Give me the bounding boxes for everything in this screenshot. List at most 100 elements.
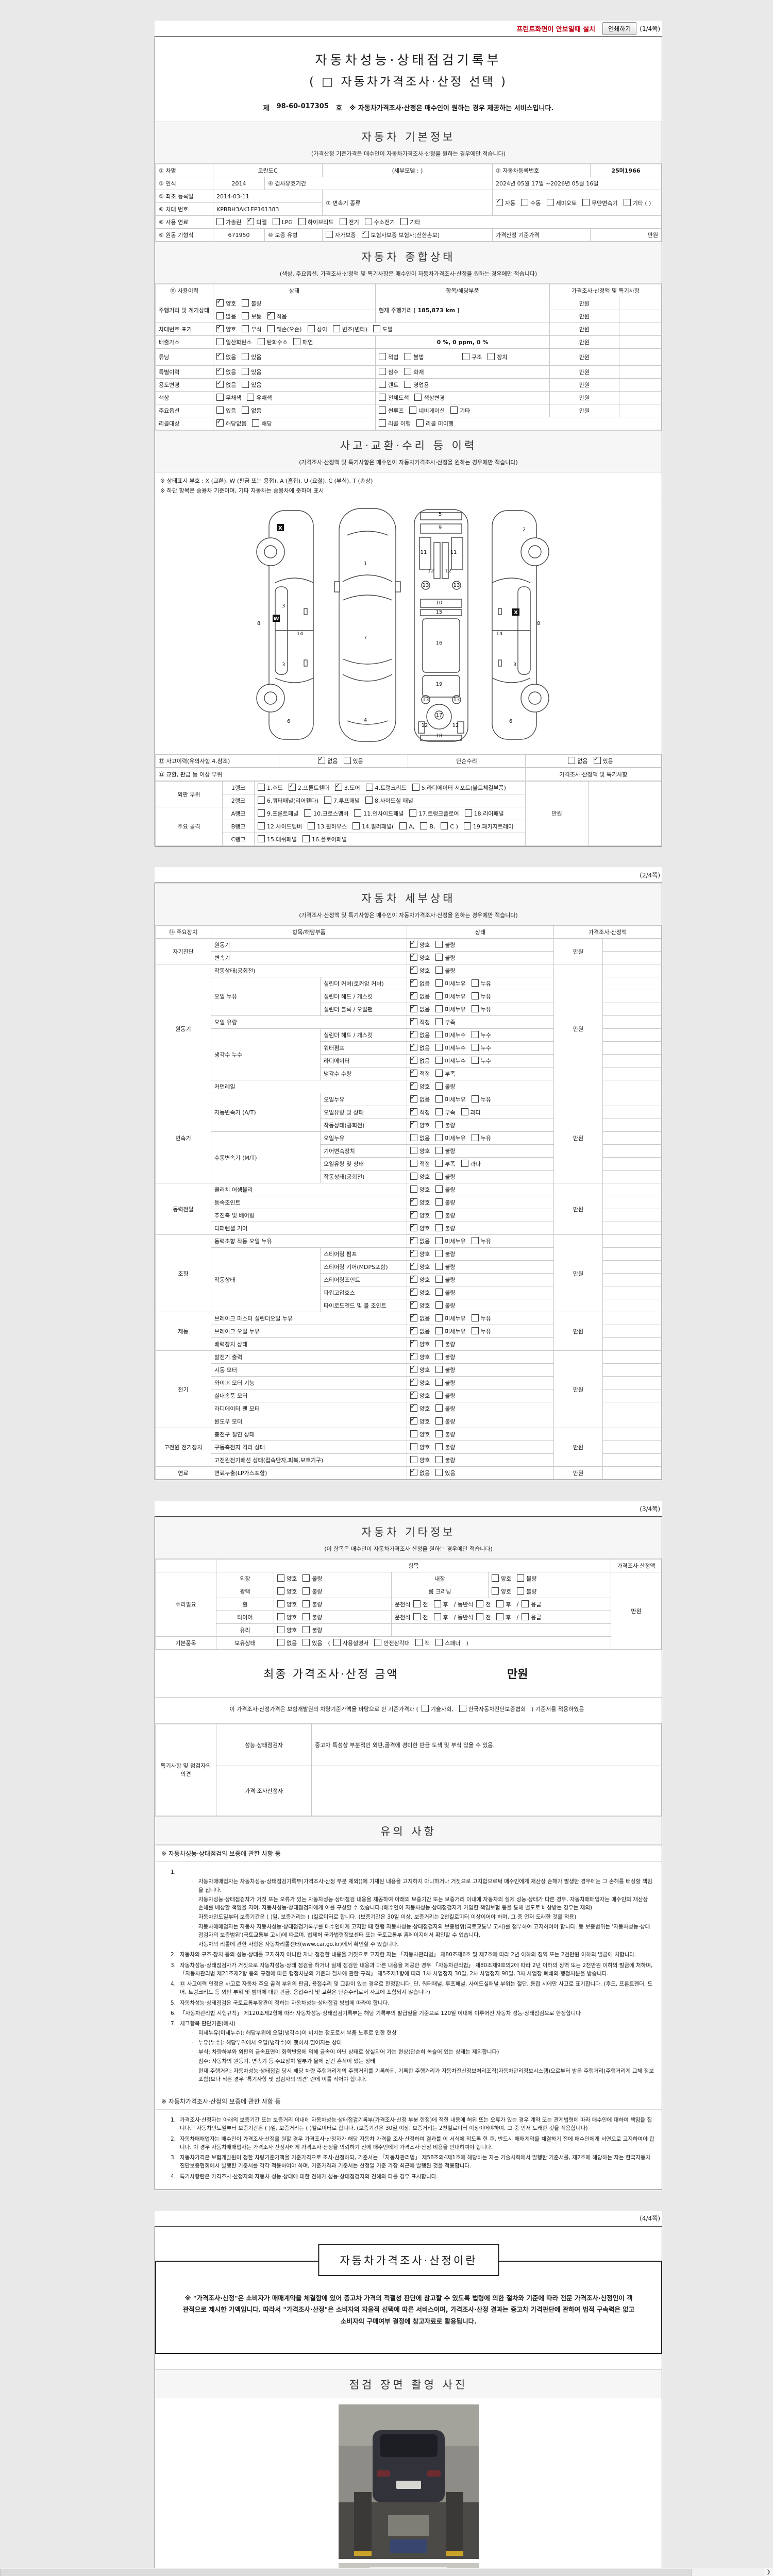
checkbox[interactable] xyxy=(463,822,471,830)
checkbox[interactable] xyxy=(343,757,351,765)
checkbox[interactable] xyxy=(307,325,315,332)
checkbox[interactable] xyxy=(410,1364,417,1374)
checkbox[interactable] xyxy=(302,835,310,843)
checkbox[interactable] xyxy=(435,1366,443,1374)
checkbox[interactable] xyxy=(379,368,386,375)
checkbox[interactable] xyxy=(242,381,249,388)
checkbox[interactable] xyxy=(435,1147,443,1155)
checkbox[interactable] xyxy=(435,941,443,948)
checkbox[interactable] xyxy=(404,353,412,360)
checkbox[interactable] xyxy=(242,406,249,414)
checkbox[interactable] xyxy=(410,1210,417,1219)
checkbox[interactable] xyxy=(496,197,503,206)
checkbox[interactable] xyxy=(435,1057,443,1064)
checkbox[interactable] xyxy=(303,1587,310,1595)
checkbox[interactable] xyxy=(352,822,360,830)
checkbox[interactable] xyxy=(324,796,332,804)
checkbox[interactable] xyxy=(410,1287,417,1296)
checkbox[interactable] xyxy=(433,1600,441,1608)
checkbox[interactable] xyxy=(410,1173,417,1180)
checkbox[interactable] xyxy=(492,1574,499,1582)
checkbox[interactable] xyxy=(410,1147,417,1155)
checkbox[interactable] xyxy=(410,1055,417,1064)
checkbox[interactable] xyxy=(216,351,224,360)
checkbox[interactable] xyxy=(293,338,301,345)
checkbox[interactable] xyxy=(568,757,576,765)
checkbox[interactable] xyxy=(216,338,224,345)
checkbox[interactable] xyxy=(404,381,412,388)
checkbox[interactable] xyxy=(435,1353,443,1361)
checkbox[interactable] xyxy=(379,353,386,360)
checkbox[interactable] xyxy=(410,1430,417,1438)
checkbox[interactable] xyxy=(471,992,479,1000)
scroll-right-arrow-icon[interactable]: ❯ xyxy=(764,2568,773,2576)
checkbox[interactable] xyxy=(421,1705,429,1713)
checkbox[interactable] xyxy=(410,1107,417,1116)
checkbox[interactable] xyxy=(247,394,255,401)
checkbox[interactable] xyxy=(247,216,255,225)
checkbox[interactable] xyxy=(435,1469,443,1477)
print-button[interactable]: 인쇄하기 xyxy=(602,22,637,35)
checkbox[interactable] xyxy=(379,419,386,427)
checkbox[interactable] xyxy=(333,1639,341,1647)
checkbox[interactable] xyxy=(471,1005,479,1013)
checkbox[interactable] xyxy=(399,822,407,830)
checkbox[interactable] xyxy=(258,796,265,804)
checkbox[interactable] xyxy=(277,1626,284,1634)
checkbox[interactable] xyxy=(277,1600,284,1608)
checkbox[interactable] xyxy=(318,755,326,765)
checkbox[interactable] xyxy=(409,809,417,817)
checkbox[interactable] xyxy=(435,992,443,1000)
checkbox[interactable] xyxy=(435,1237,443,1245)
checkbox[interactable] xyxy=(415,1639,423,1647)
checkbox[interactable] xyxy=(410,1081,417,1090)
checkbox[interactable] xyxy=(410,1094,417,1103)
scrollbar-thumb[interactable] xyxy=(0,2569,692,2576)
checkbox[interactable] xyxy=(410,1197,417,1206)
checkbox[interactable] xyxy=(435,1082,443,1090)
checkbox[interactable] xyxy=(414,394,422,401)
checkbox[interactable] xyxy=(258,835,265,843)
checkbox[interactable] xyxy=(216,366,224,375)
checkbox[interactable] xyxy=(435,1456,443,1464)
checkbox[interactable] xyxy=(522,1613,529,1621)
horizontal-scrollbar[interactable]: ❯ xyxy=(0,2568,773,2576)
checkbox[interactable] xyxy=(410,1338,417,1348)
checkbox[interactable] xyxy=(410,1313,417,1322)
checkbox[interactable] xyxy=(242,368,249,375)
checkbox[interactable] xyxy=(216,406,224,414)
checkbox[interactable] xyxy=(420,822,428,830)
checkbox[interactable] xyxy=(435,1340,443,1348)
checkbox[interactable] xyxy=(410,1261,417,1270)
checkbox[interactable] xyxy=(476,1613,484,1621)
checkbox[interactable] xyxy=(277,1574,284,1582)
checkbox[interactable] xyxy=(410,1403,417,1412)
checkbox[interactable] xyxy=(435,1639,443,1647)
checkbox[interactable] xyxy=(435,1005,443,1013)
checkbox[interactable] xyxy=(410,1185,417,1193)
checkbox[interactable] xyxy=(410,1326,417,1335)
checkbox[interactable] xyxy=(546,198,554,206)
checkbox[interactable] xyxy=(412,784,419,791)
checkbox[interactable] xyxy=(308,822,315,830)
checkbox[interactable] xyxy=(410,1390,417,1399)
checkbox[interactable] xyxy=(459,1705,466,1713)
checkbox[interactable] xyxy=(242,312,249,319)
checkbox[interactable] xyxy=(267,325,275,332)
checkbox[interactable] xyxy=(517,1587,525,1595)
checkbox[interactable] xyxy=(404,368,412,375)
checkbox[interactable] xyxy=(410,952,417,961)
checkbox[interactable] xyxy=(410,1351,417,1361)
checkbox[interactable] xyxy=(496,1613,504,1621)
checkbox[interactable] xyxy=(303,1574,310,1582)
checkbox[interactable] xyxy=(410,965,417,974)
checkbox[interactable] xyxy=(433,1613,441,1621)
checkbox[interactable] xyxy=(435,1031,443,1039)
checkbox[interactable] xyxy=(410,1160,417,1167)
checkbox[interactable] xyxy=(593,755,601,765)
checkbox[interactable] xyxy=(471,979,479,987)
checkbox[interactable] xyxy=(216,218,224,225)
checkbox[interactable] xyxy=(242,299,249,307)
checkbox[interactable] xyxy=(471,1057,479,1064)
checkbox[interactable] xyxy=(410,1377,417,1386)
